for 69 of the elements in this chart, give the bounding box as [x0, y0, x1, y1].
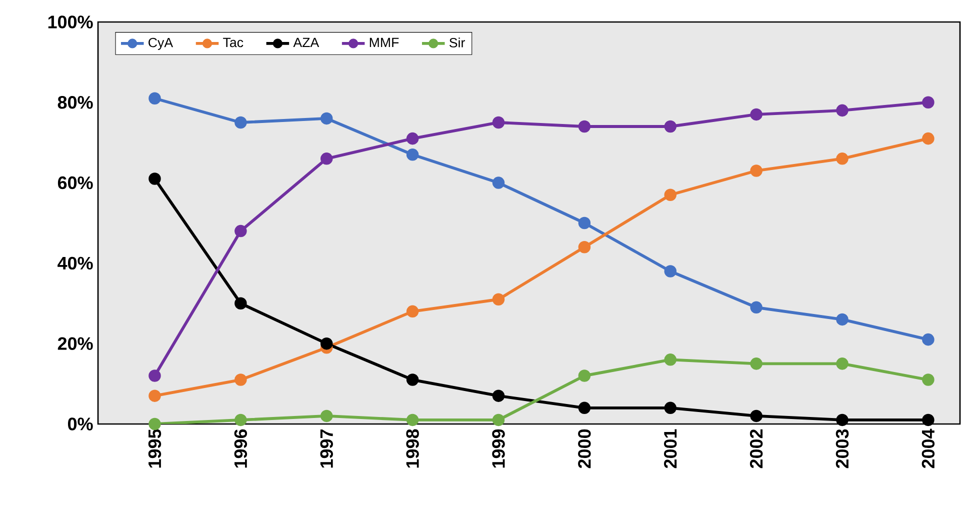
point	[578, 120, 591, 133]
point	[750, 108, 762, 121]
point	[234, 374, 247, 386]
x-tick-label: 1999	[492, 429, 505, 468]
point	[492, 414, 505, 426]
point	[578, 240, 591, 254]
legend-label: Tac	[223, 38, 244, 48]
y-tick-label: 60%	[58, 176, 93, 190]
point	[492, 293, 505, 306]
point	[664, 188, 677, 201]
x-tick-label: 1996	[234, 429, 248, 468]
x-tick-label: 2002	[750, 429, 763, 468]
point	[836, 313, 848, 326]
point	[492, 116, 505, 129]
point	[922, 414, 934, 426]
y-tick-label: 0%	[68, 418, 93, 430]
point	[664, 354, 677, 366]
point	[492, 390, 505, 402]
point	[148, 172, 161, 185]
x-tick-label: 2004	[922, 428, 935, 468]
point	[664, 265, 677, 278]
point	[836, 152, 848, 165]
point	[148, 390, 161, 402]
point	[578, 370, 591, 382]
point	[406, 305, 419, 318]
x-tick-label: 1995	[148, 429, 162, 468]
point	[664, 120, 677, 133]
point	[922, 374, 934, 386]
point	[406, 132, 419, 145]
point	[320, 152, 333, 165]
y-tick-label: 80%	[58, 96, 93, 109]
point	[664, 402, 677, 414]
y-tick-label: 100%	[48, 16, 93, 28]
point	[234, 224, 247, 238]
point	[750, 164, 762, 177]
y-tick-label: 40%	[58, 256, 93, 270]
point	[406, 414, 419, 426]
point	[406, 148, 419, 161]
y-tick-label: 20%	[58, 337, 93, 350]
x-tick-label: 2001	[664, 429, 677, 468]
point	[922, 96, 934, 109]
point	[836, 104, 848, 117]
point	[836, 358, 848, 370]
point	[148, 370, 161, 382]
point	[750, 358, 762, 370]
point	[320, 112, 333, 125]
point	[836, 414, 848, 426]
legend-label: AZA	[293, 38, 320, 48]
point	[750, 410, 762, 422]
point	[320, 337, 333, 350]
point	[922, 333, 934, 346]
point	[234, 116, 247, 129]
x-tick-label: 2003	[836, 429, 849, 468]
x-tick-label: 1997	[320, 429, 333, 468]
point	[148, 92, 161, 105]
point	[922, 132, 934, 145]
point	[578, 216, 591, 230]
point	[492, 176, 505, 189]
point	[234, 297, 247, 310]
point	[234, 414, 247, 426]
point	[320, 410, 333, 422]
legend-label: CyA	[148, 38, 174, 50]
point	[578, 402, 591, 414]
legend-label: Sir	[449, 38, 465, 48]
x-tick-label: 2000	[578, 429, 591, 468]
point	[750, 301, 762, 314]
x-tick-label: 1998	[406, 429, 419, 468]
legend-label: MMF	[370, 38, 399, 48]
point	[406, 374, 419, 386]
